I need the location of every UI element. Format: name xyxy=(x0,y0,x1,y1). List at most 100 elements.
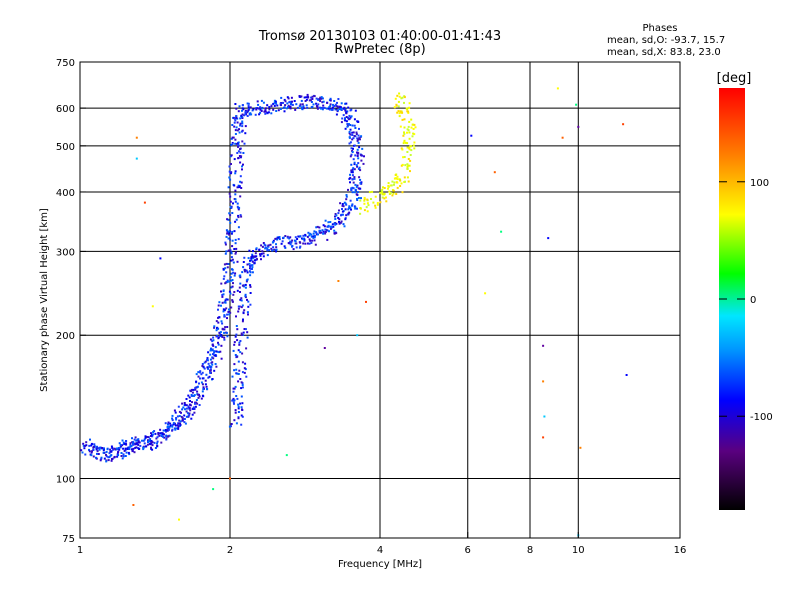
data-point xyxy=(160,434,163,437)
data-point xyxy=(331,223,334,226)
data-point xyxy=(239,282,242,285)
y-tick-label: 300 xyxy=(56,247,75,258)
y-tick-label: 200 xyxy=(56,331,75,342)
data-point xyxy=(151,444,154,447)
data-point xyxy=(185,415,188,418)
data-point xyxy=(193,394,196,397)
data-point xyxy=(85,441,88,444)
data-point xyxy=(313,230,316,233)
data-point xyxy=(234,354,237,356)
data-point xyxy=(164,422,167,425)
data-point xyxy=(242,261,245,263)
data-point xyxy=(335,113,338,116)
data-point xyxy=(358,166,361,169)
data-point xyxy=(334,103,337,106)
data-point xyxy=(253,255,256,258)
data-point xyxy=(246,311,249,314)
data-point xyxy=(340,108,343,111)
data-point xyxy=(241,113,244,116)
data-point xyxy=(228,249,231,252)
data-point xyxy=(273,248,276,251)
data-point xyxy=(149,438,152,441)
data-point xyxy=(280,96,283,99)
data-point xyxy=(232,202,234,205)
data-point xyxy=(291,103,294,106)
data-point xyxy=(177,405,180,408)
data-point xyxy=(408,147,411,150)
data-point xyxy=(167,421,170,424)
data-point xyxy=(173,409,176,412)
data-point xyxy=(394,97,397,100)
data-point xyxy=(212,344,215,347)
data-point xyxy=(312,232,315,235)
data-point xyxy=(302,107,305,110)
data-point xyxy=(299,245,302,248)
data-point xyxy=(350,171,353,174)
data-point xyxy=(241,271,244,274)
data-point xyxy=(156,440,159,443)
data-point xyxy=(286,236,289,239)
data-point xyxy=(161,435,164,438)
data-point xyxy=(246,102,249,105)
data-point xyxy=(234,198,237,201)
data-point xyxy=(90,451,93,454)
chart-title: Tromsø 20130103 01:40:00-01:41:43 xyxy=(258,29,501,44)
data-point xyxy=(355,131,358,134)
data-point xyxy=(403,140,406,143)
data-point xyxy=(238,206,241,209)
data-point xyxy=(324,228,327,231)
data-point xyxy=(353,168,356,171)
data-point xyxy=(224,299,227,302)
data-point xyxy=(241,284,244,287)
data-point xyxy=(315,232,318,235)
data-point xyxy=(272,102,275,105)
data-point xyxy=(355,164,358,167)
data-point xyxy=(201,390,204,393)
data-point xyxy=(240,181,243,184)
data-point xyxy=(358,137,361,140)
data-point xyxy=(348,123,350,126)
data-point xyxy=(306,235,309,238)
data-point xyxy=(352,181,355,184)
data-point xyxy=(150,441,153,444)
data-point xyxy=(167,423,169,426)
data-point xyxy=(131,441,134,444)
data-point xyxy=(344,109,347,112)
data-point xyxy=(226,335,229,338)
data-point xyxy=(340,102,343,105)
data-point xyxy=(575,103,578,106)
data-point xyxy=(266,247,269,250)
data-point xyxy=(412,132,415,135)
data-point xyxy=(348,205,351,208)
y-tick-label: 750 xyxy=(56,58,75,69)
data-point xyxy=(359,212,362,215)
data-point xyxy=(244,295,247,298)
data-point xyxy=(259,108,262,111)
data-point xyxy=(401,163,404,166)
data-point xyxy=(234,272,237,275)
data-point xyxy=(228,165,231,168)
data-point xyxy=(196,385,199,388)
data-point xyxy=(310,101,313,103)
data-point xyxy=(157,432,160,434)
data-point xyxy=(135,136,138,139)
data-point xyxy=(238,286,241,289)
data-point xyxy=(218,316,221,319)
data-point xyxy=(231,285,234,288)
data-point xyxy=(187,406,190,409)
data-point xyxy=(348,114,351,117)
data-point xyxy=(300,95,303,98)
data-point xyxy=(255,247,258,250)
data-point xyxy=(237,238,240,241)
data-point xyxy=(242,163,244,166)
data-point xyxy=(243,285,246,288)
data-point xyxy=(403,132,406,135)
data-point xyxy=(264,110,267,113)
data-point xyxy=(347,212,350,215)
data-point xyxy=(359,182,362,185)
data-point xyxy=(293,239,296,242)
data-point xyxy=(289,243,292,246)
data-point xyxy=(333,232,336,235)
data-point xyxy=(240,155,243,158)
data-point xyxy=(403,131,405,134)
